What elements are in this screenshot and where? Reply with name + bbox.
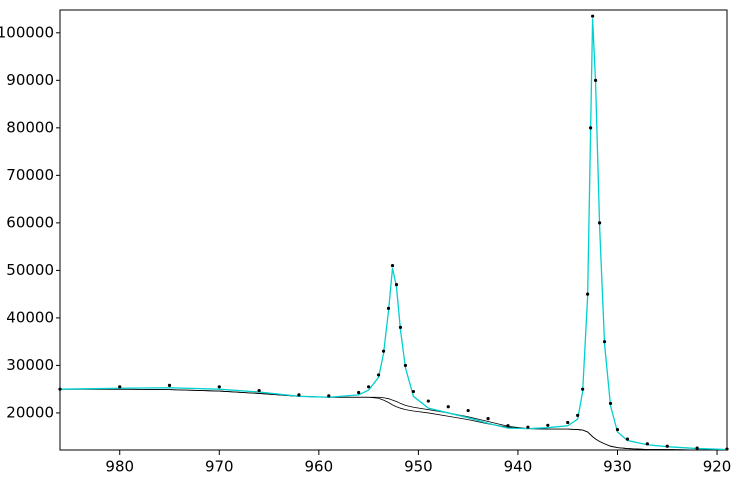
- y-tick-label: 70000: [6, 166, 54, 184]
- data-point: [591, 14, 595, 18]
- series-line: [60, 388, 727, 451]
- y-tick-label: 50000: [6, 261, 54, 279]
- y-tick-label: 40000: [6, 308, 54, 326]
- plot-frame: [59, 9, 728, 451]
- y-tick-label: 60000: [6, 213, 54, 231]
- data-point: [665, 444, 669, 448]
- data-point: [526, 425, 530, 429]
- x-tick-label: 940: [504, 458, 533, 476]
- data-point: [257, 389, 261, 393]
- data-point: [118, 385, 122, 389]
- data-point: [597, 221, 602, 225]
- x-tick-label: 920: [703, 458, 732, 476]
- data-point: [593, 78, 598, 82]
- x-tick-label: 970: [205, 458, 234, 476]
- series-line: [59, 18, 728, 451]
- data-point: [327, 394, 331, 398]
- data-point: [58, 387, 62, 391]
- data-point: [466, 408, 470, 413]
- data-point: [695, 446, 699, 450]
- x-tick-label: 930: [603, 458, 632, 476]
- y-tick-label: 20000: [6, 403, 54, 421]
- data-point: [446, 405, 450, 409]
- data-point: [167, 383, 172, 387]
- data-point: [386, 306, 391, 311]
- data-point: [381, 349, 386, 353]
- data-point: [394, 283, 399, 287]
- x-tick-label: 950: [404, 458, 433, 476]
- data-point: [367, 385, 371, 389]
- data-point: [217, 385, 221, 389]
- data-point: [376, 373, 381, 377]
- data-point: [390, 264, 395, 268]
- data-point: [506, 424, 510, 428]
- y-tick-label: 100000: [0, 23, 54, 41]
- data-point: [645, 442, 649, 446]
- data-point: [398, 325, 403, 330]
- data-point: [625, 437, 630, 441]
- data-point: [615, 427, 620, 432]
- data-point: [586, 292, 590, 296]
- data-point: [589, 126, 593, 130]
- y-tick-label: 30000: [6, 356, 54, 374]
- x-tick-label: 980: [105, 458, 134, 476]
- data-point: [403, 363, 408, 368]
- data-point: [581, 387, 585, 391]
- data-point: [411, 389, 416, 394]
- data-point: [297, 393, 301, 397]
- data-point: [725, 447, 729, 451]
- x-tick-label: 960: [305, 458, 334, 476]
- y-tick-label: 90000: [6, 71, 54, 89]
- data-point: [546, 423, 550, 427]
- data-point: [566, 420, 570, 425]
- data-point: [426, 399, 430, 403]
- data-point: [576, 413, 580, 417]
- data-point: [602, 340, 607, 344]
- y-tick-label: 80000: [6, 118, 54, 136]
- data-point: [608, 401, 613, 406]
- data-point: [357, 390, 361, 395]
- data-point: [486, 417, 490, 421]
